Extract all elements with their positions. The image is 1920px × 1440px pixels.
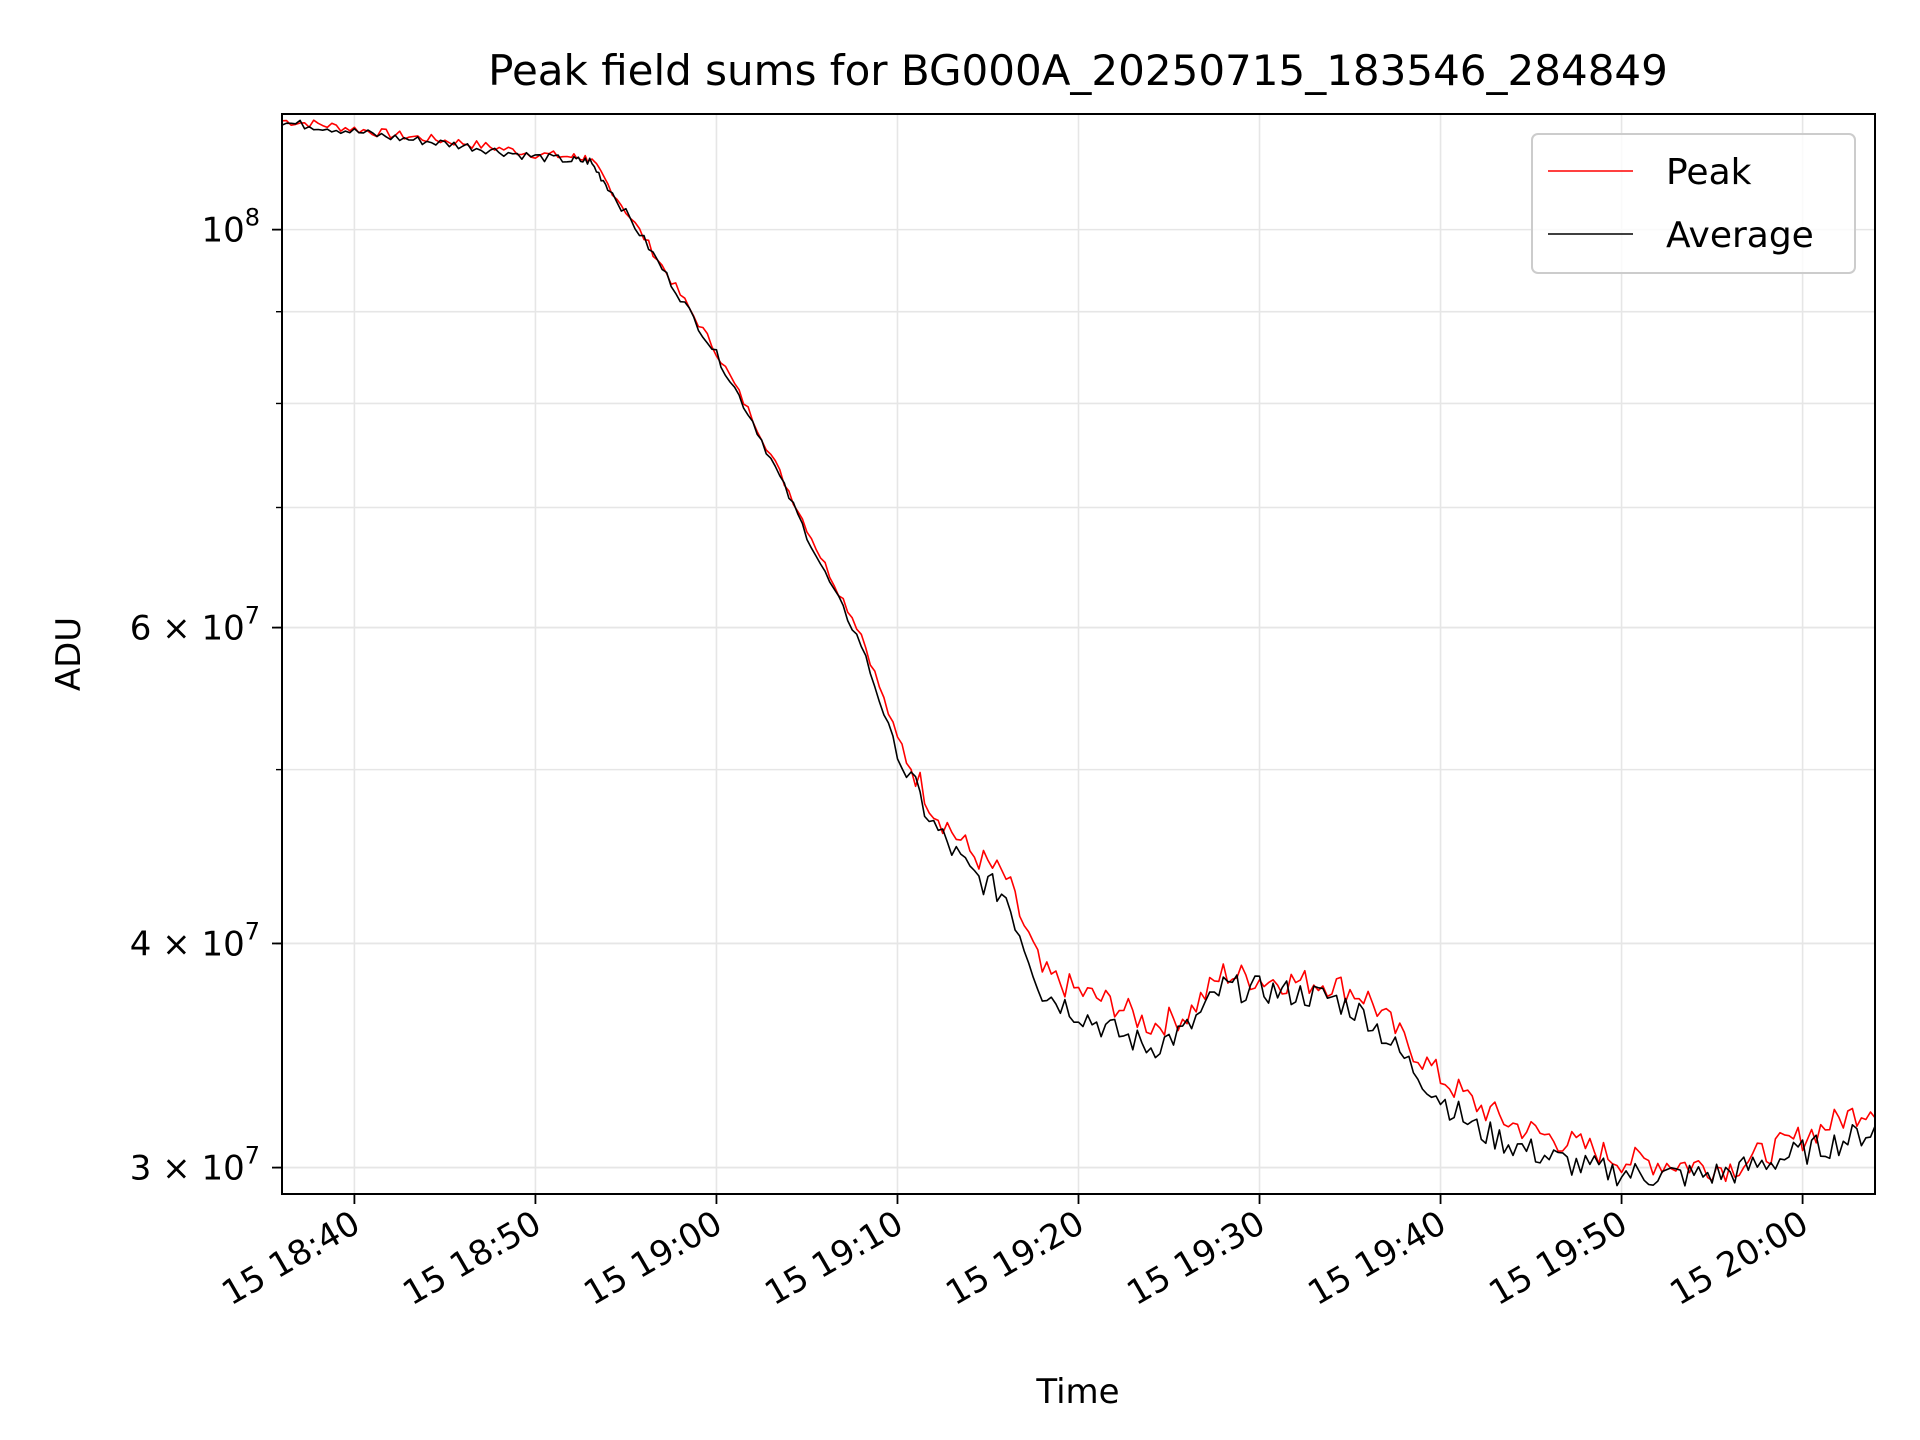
legend-frame <box>1531 133 1856 274</box>
y-tick-label: 4 × 107 <box>130 917 260 964</box>
legend-label-peak: Peak <box>1666 152 1752 193</box>
series-line-peak <box>281 119 1876 1183</box>
x-axis-label: Time <box>1035 1372 1119 1412</box>
y-tick-label: 3 × 107 <box>130 1142 260 1189</box>
y-axis-ticks: 108 6 × 107 4 × 107 3 × 107 <box>130 204 282 1189</box>
chart-title: Peak field sums for BG000A_20250715_1835… <box>488 46 1668 95</box>
y-gridlines <box>282 228 1875 1169</box>
y-tick-label: 108 <box>201 204 260 251</box>
legend-label-average: Average <box>1666 215 1814 256</box>
series-line-average <box>281 119 1876 1187</box>
series-layer <box>281 119 1876 1187</box>
y-tick-label: 6 × 107 <box>130 602 260 649</box>
legend: Peak Average <box>1531 133 1856 274</box>
y-axis-label: ADU <box>49 617 89 691</box>
x-gridlines <box>353 114 1804 1194</box>
